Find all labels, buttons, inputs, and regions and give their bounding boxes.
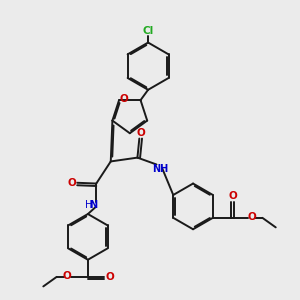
Text: O: O [248,212,256,222]
Text: O: O [119,94,128,104]
Text: O: O [67,178,76,188]
Text: H: H [85,200,92,210]
Text: O: O [105,272,114,282]
Text: O: O [229,191,237,202]
Text: Cl: Cl [142,26,154,36]
Text: NH: NH [152,164,168,174]
Text: N: N [89,200,98,210]
Text: O: O [62,271,71,281]
Text: O: O [137,128,146,138]
